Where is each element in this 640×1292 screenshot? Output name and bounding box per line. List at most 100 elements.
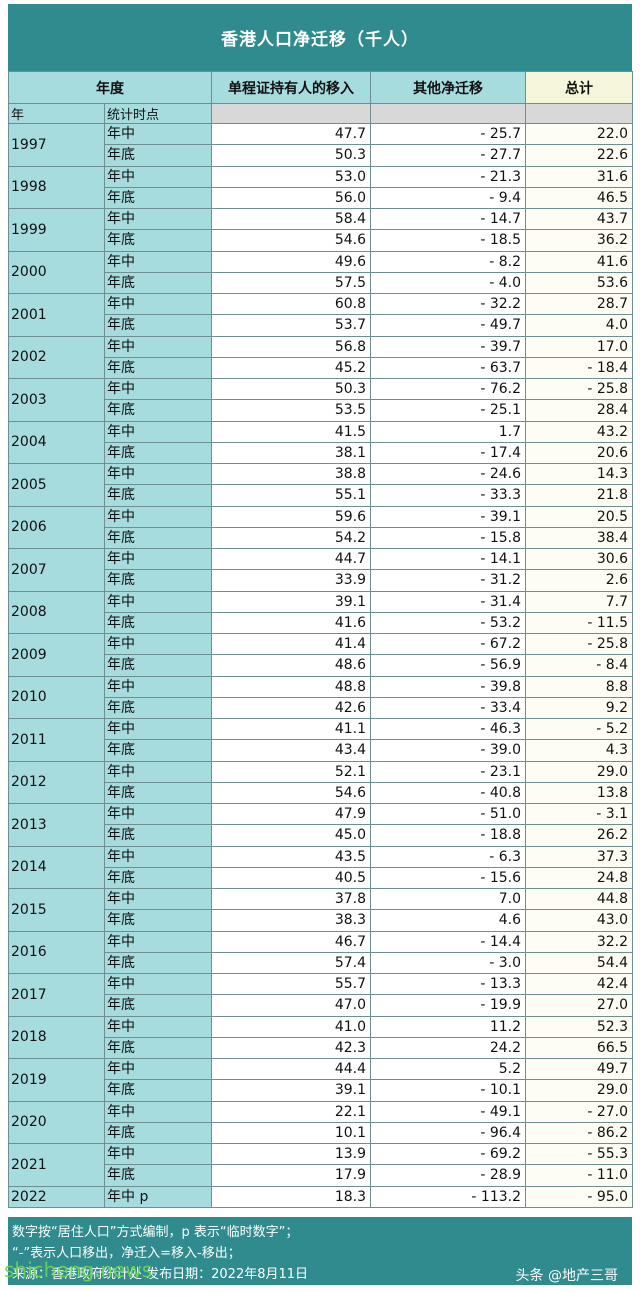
period-cell: 年底 [104,314,212,337]
period-cell: 年底 [104,1164,212,1187]
other-cell: - 27.7 [370,144,526,167]
table-title: 香港人口净迁移（千人） [8,4,632,71]
period-cell: 年中 [104,207,212,231]
footer-note-1: 数字按“居住人口”方式编制，p 表示“临时数字”； [12,1225,299,1240]
year-cell: 2004 [8,420,105,464]
period-cell: 年中 [104,802,212,826]
one-way-cell: 55.7 [211,972,371,996]
period-cell: 年中 [104,717,212,741]
other-cell: - 113.2 [370,1185,526,1208]
other-cell: - 14.1 [370,547,526,571]
total-cell: - 8.4 [525,654,633,677]
year-cell: 2019 [8,1058,105,1102]
year-cell: 2016 [8,930,105,974]
year-cell: 2013 [8,803,105,847]
table-row: 2012 年中 52.1- 23.1 29.0 [8,760,633,804]
total-cell: 4.0 [525,314,633,337]
table-row: 年底 42.6- 33.4 9.2 [9,696,633,720]
year-cell: 2012 [8,760,105,804]
period-cell: 年底 [104,271,212,295]
one-way-cell: 41.0 [211,1015,371,1038]
one-way-cell: 43.5 [211,845,371,868]
header-total: 总计 [525,71,633,104]
total-cell: - 25.8 [525,377,633,401]
period-cell: 年底 [104,1121,212,1145]
other-cell: - 28.9 [370,1164,526,1187]
other-cell: - 63.7 [370,356,526,380]
other-cell: 5.2 [370,1057,526,1081]
other-cell: - 31.4 [370,590,526,613]
one-way-cell: 42.6 [211,696,371,720]
period-cell: 年底 [104,484,212,507]
table-row: 年底 54.6- 18.5 36.2 [9,229,633,252]
one-way-cell: 60.8 [211,292,371,316]
other-cell: - 21.3 [370,165,526,188]
one-way-cell: 54.2 [211,526,371,550]
total-cell: - 95.0 [525,1185,633,1208]
period-cell: 年中 p [104,1185,212,1208]
one-way-cell: 41.6 [211,611,371,635]
header-row: 年度 单程证持有人的移入 其他净迁移 总计 [8,71,633,104]
period-cell: 年中 [104,887,212,911]
one-way-cell: 38.3 [211,909,371,932]
year-cell: 2010 [8,675,105,719]
footer-note-2: “-”表示人口移出，净迁入=移入-移出； [12,1246,241,1261]
table-row: 2019 年中 44.4 5.2 49.7 [8,1057,633,1102]
total-cell: 44.8 [525,887,633,911]
total-cell: 20.6 [525,441,633,465]
year-cell: 2002 [8,335,105,379]
table-row: 1997 年中 47.7- 25.7 22.0 [8,122,633,167]
other-cell: - 15.8 [370,526,526,550]
period-cell: 年中 [104,420,212,443]
table-row: 年底 10.1- 96.4- 86.2 [9,1121,633,1145]
one-way-cell: 37.8 [211,887,371,911]
period-cell: 年底 [104,994,212,1017]
other-cell: 1.7 [370,420,526,443]
one-way-cell: 57.5 [211,271,371,295]
period-cell: 年中 [104,972,212,996]
other-cell: - 9.4 [370,186,526,210]
other-cell: - 19.9 [370,994,526,1017]
one-way-cell: 41.5 [211,420,371,443]
table-row: 2009 年中 41.4- 67.2- 25.8 [8,632,633,677]
other-cell: - 6.3 [370,845,526,868]
period-cell: 年中 [104,845,212,868]
year-cell: 1998 [8,165,105,209]
year-cell: 2003 [8,378,105,422]
total-cell: 29.0 [525,760,633,783]
year-cell: 2021 [8,1143,105,1187]
period-cell: 年中 [104,632,212,656]
one-way-cell: 45.0 [211,824,371,847]
one-way-cell: 59.6 [211,505,371,528]
other-cell: - 53.2 [370,611,526,635]
table-row: 年底 45.2- 63.7- 18.4 [9,356,633,380]
total-cell: 66.5 [525,1036,633,1060]
other-cell: - 39.7 [370,335,526,358]
footer-source: 来源：香港政府统计处 发布日期：2022年8月11日 [12,1267,309,1282]
one-way-cell: 18.3 [211,1185,371,1208]
other-cell: - 49.7 [370,314,526,337]
total-cell: 7.7 [525,590,633,613]
other-cell: - 39.0 [370,739,526,762]
other-cell: - 18.8 [370,824,526,847]
year-cell: 1997 [8,123,105,167]
table-row: 年底 43.4- 39.0 4.3 [9,739,633,762]
year-cell: 2014 [8,845,105,889]
total-cell: 53.6 [525,271,633,295]
total-cell: 13.8 [525,781,633,805]
other-cell: - 33.3 [370,484,526,507]
other-cell: - 17.4 [370,441,526,465]
year-cell: 2005 [8,463,105,507]
period-cell: 年底 [104,909,212,932]
period-cell: 年中 [104,675,212,698]
other-cell: - 25.1 [370,399,526,422]
other-cell: - 39.8 [370,675,526,698]
total-cell: 17.0 [525,335,633,358]
one-way-cell: 39.1 [211,590,371,613]
total-cell: 43.0 [525,909,633,932]
one-way-cell: 53.5 [211,399,371,422]
table-row: 年底 17.9- 28.9- 11.0 [9,1164,633,1187]
table-row: 年底 50.3- 27.7 22.6 [9,144,633,167]
total-cell: 30.6 [525,547,633,571]
period-cell: 年中 [104,1015,212,1038]
